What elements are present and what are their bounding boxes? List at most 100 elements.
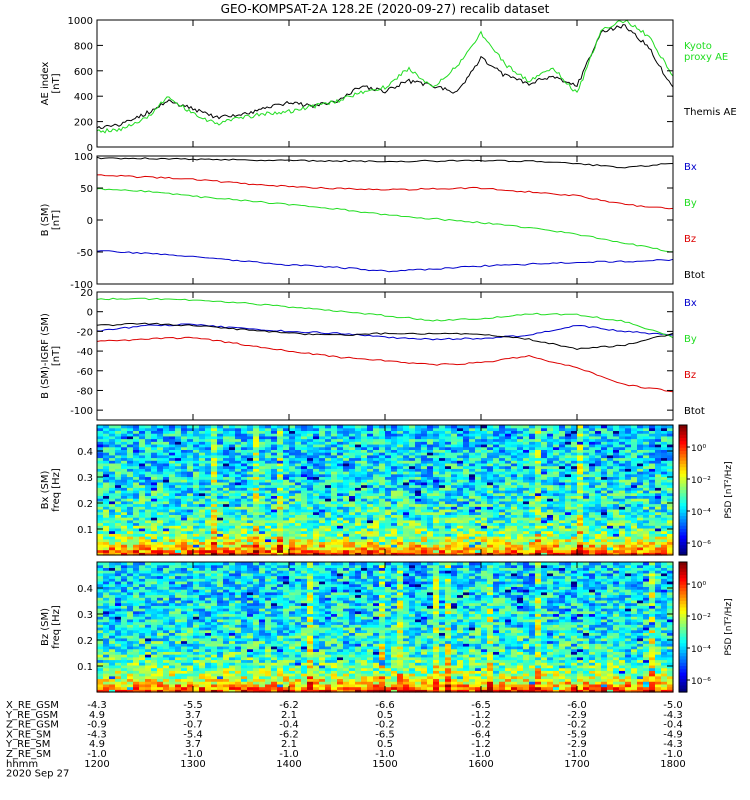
ephemeris-value: -4.9 bbox=[663, 729, 683, 740]
ephemeris-value: -0.2 bbox=[375, 720, 395, 731]
ephemeris-value: -6.2 bbox=[279, 700, 299, 711]
ephemeris-value: -1.0 bbox=[279, 749, 299, 760]
ephemeris-value: 2.1 bbox=[281, 739, 297, 750]
series-line-0 bbox=[96, 323, 674, 341]
ae-panel: AE index[nT] Themis AE Kyoto proxy AE 0 200 40… bbox=[40, 16, 737, 154]
series-line-1 bbox=[96, 297, 674, 339]
series-line-2 bbox=[96, 336, 674, 393]
y-tick-label: 100 bbox=[74, 152, 93, 163]
y-tick-label: 800 bbox=[74, 41, 93, 52]
y-axis-label: B (SM)[nT] bbox=[40, 203, 62, 236]
y-tick-label: 0.4 bbox=[77, 447, 93, 458]
ephemeris-row-label: X_RE_GSM bbox=[6, 700, 59, 711]
y-tick-label: 0.3 bbox=[77, 610, 93, 621]
y-axis-label: B (SM)-IGRF (SM)[nT] bbox=[40, 313, 62, 399]
ephemeris-value: -1.0 bbox=[471, 749, 491, 760]
y-tick-label: -80 bbox=[77, 386, 93, 397]
y-tick-label: -100 bbox=[70, 280, 93, 291]
y-tick-label: -100 bbox=[70, 406, 93, 417]
colorbar-tick-label: 10⁻⁶ bbox=[691, 677, 711, 687]
series-line-1 bbox=[96, 19, 674, 134]
y-tick-label: 50 bbox=[80, 184, 93, 195]
colorbar-tick-label: 10⁻⁴ bbox=[691, 645, 711, 655]
ephemeris-value: -0.4 bbox=[663, 720, 683, 731]
ephemeris-value: 1400 bbox=[276, 759, 301, 770]
ephemeris-row-label: Z_RE_SM bbox=[6, 749, 51, 760]
ephemeris-value: 0.5 bbox=[377, 710, 393, 721]
series-line-3 bbox=[96, 322, 674, 351]
ephemeris-value: -6.5 bbox=[375, 729, 395, 740]
ephemeris-value: -6.0 bbox=[567, 700, 587, 711]
ephemeris-value: -1.2 bbox=[471, 710, 491, 721]
colorbar-label: PSD [nT²/Hz] bbox=[724, 598, 734, 655]
ephemeris-row-label: Z_RE_GSM bbox=[6, 720, 59, 731]
ephemeris-value: 2.1 bbox=[281, 710, 297, 721]
legend-entry: Btot bbox=[684, 270, 705, 281]
legend-entry: Bz bbox=[684, 234, 696, 245]
panel-frame bbox=[96, 155, 674, 285]
ephemeris-value: -0.2 bbox=[567, 720, 587, 731]
ephemeris-value: -5.4 bbox=[183, 729, 203, 740]
colorbar-tick-label: 10⁰ bbox=[691, 581, 706, 591]
b-igrf-panel: B (SM)-IGRF (SM)[nT] Bx By Bz Btot -100 -80 -60… bbox=[40, 288, 705, 421]
series-line-2 bbox=[96, 174, 674, 210]
series-line-1 bbox=[96, 187, 674, 253]
ephemeris-value: -6.4 bbox=[471, 729, 491, 740]
ephemeris-value: -0.4 bbox=[279, 720, 299, 731]
ephemeris-value: -4.3 bbox=[87, 700, 107, 711]
legend-entry: By bbox=[684, 334, 697, 345]
ephemeris-value: -1.0 bbox=[87, 749, 107, 760]
chart-title: GEO-KOMPSAT-2A 128.2E (2020-09-27) recal… bbox=[221, 2, 550, 16]
bx-spectrogram: Bx (SM)freq [Hz] 10⁰ 10⁻² 10⁻⁴ 10⁻⁶ PSD [nT²/… bbox=[40, 424, 734, 556]
y-tick-label: -20 bbox=[77, 327, 93, 338]
ephemeris-value: -2.9 bbox=[567, 739, 587, 750]
legend-entry: Bx bbox=[684, 298, 697, 309]
y-tick-label: 0 bbox=[87, 216, 93, 227]
y-tick-label: 0 bbox=[87, 143, 93, 154]
ephemeris-value: 3.7 bbox=[185, 710, 201, 721]
ephemeris-table: X_RE_GSM -4.3 -5.5 -6.2 -6.6 -6.5 -6.0 -5.0 Y_RE… bbox=[5, 700, 686, 780]
panel-frame bbox=[96, 291, 674, 421]
ephemeris-value: 1600 bbox=[468, 759, 493, 770]
ephemeris-value: 3.7 bbox=[185, 739, 201, 750]
ephemeris-value: -5.0 bbox=[663, 700, 683, 711]
colorbar-tick-label: 10⁻⁴ bbox=[691, 508, 711, 518]
bz-spectrogram: Bz (SM)freq [Hz] 10⁰ 10⁻² 10⁻⁴ 10⁻⁶ PSD [nT²/… bbox=[40, 561, 734, 693]
y-tick-label: 0 bbox=[87, 308, 93, 319]
colorbar-tick-label: 10⁻² bbox=[691, 476, 711, 486]
ephemeris-value: -0.7 bbox=[183, 720, 203, 731]
colorbar-tick-label: 10⁰ bbox=[691, 444, 706, 454]
y-tick-label: 1000 bbox=[68, 16, 93, 27]
panel-frame bbox=[96, 19, 674, 148]
y-tick-label: 200 bbox=[74, 118, 93, 129]
b-sm-panel: B (SM)[nT] Bx By Bz Btot -100 -50 0 50 100 bbox=[40, 152, 705, 291]
ephemeris-value: 4.9 bbox=[89, 710, 105, 721]
ephemeris-value: -5.5 bbox=[183, 700, 203, 711]
legend-entry: By bbox=[684, 198, 697, 209]
y-tick-label: 600 bbox=[74, 67, 93, 78]
ephemeris-value: -1.0 bbox=[663, 749, 683, 760]
colorbar-tick-label: 10⁻⁶ bbox=[691, 540, 711, 550]
ephemeris-value: -4.3 bbox=[663, 710, 683, 721]
legend-entry: Btot bbox=[684, 406, 705, 417]
legend-entry: Bz bbox=[684, 370, 696, 381]
y-axis-label: Bz (SM)freq [Hz] bbox=[40, 605, 62, 649]
series-line-0 bbox=[96, 24, 674, 130]
ephemeris-value: 1800 bbox=[660, 759, 685, 770]
y-tick-label: 0.1 bbox=[77, 525, 93, 536]
ephemeris-value: -1.2 bbox=[471, 739, 491, 750]
ephemeris-value: -4.3 bbox=[87, 729, 107, 740]
y-tick-label: -40 bbox=[77, 347, 93, 358]
colorbar-label: PSD [nT²/Hz] bbox=[724, 461, 734, 518]
ephemeris-value: -1.0 bbox=[567, 749, 587, 760]
y-axis-label: AE index[nT] bbox=[40, 62, 62, 106]
y-axis-label: Bx (SM)freq [Hz] bbox=[40, 468, 62, 512]
ephemeris-value: -6.5 bbox=[471, 700, 491, 711]
spectrogram-cells bbox=[97, 562, 674, 693]
ephemeris-row-label: hhmm bbox=[6, 759, 38, 770]
series-line-0 bbox=[96, 250, 674, 273]
ephemeris-date: 2020 Sep 27 bbox=[6, 769, 69, 780]
ephemeris-value: 1500 bbox=[372, 759, 397, 770]
y-tick-label: 20 bbox=[80, 288, 93, 299]
